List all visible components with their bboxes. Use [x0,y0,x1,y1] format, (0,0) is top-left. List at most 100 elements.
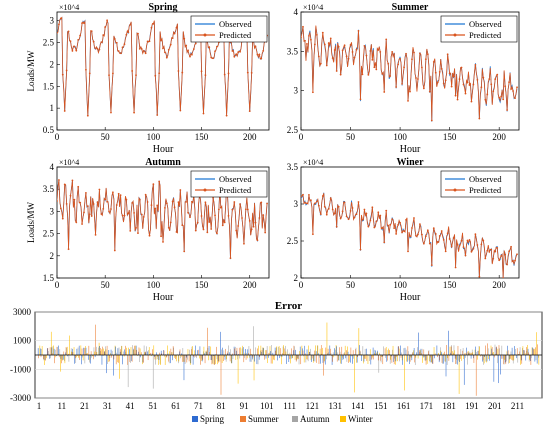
predicted-point [512,260,514,262]
bar-winter [336,345,337,355]
predicted-point [122,46,124,48]
bar-spring [122,355,123,364]
bar-winter [434,347,435,355]
predicted-point [127,31,129,33]
predicted-point [129,24,131,26]
predicted-point [348,58,350,60]
x-axis-label: Hour [153,144,174,155]
bar-summer [43,355,44,359]
predicted-point [79,202,81,204]
predicted-point [206,231,208,233]
predicted-point [473,248,475,250]
predicted-point [262,214,264,216]
bar-spring [159,355,160,360]
predicted-point [77,39,79,41]
bar-spring [498,355,499,383]
bar-winter [220,355,221,362]
bar-summer [216,347,217,355]
predicted-point [100,41,102,43]
bar-spring [487,355,488,361]
chart-title: Spring [149,2,178,13]
x-tick-label: 150 [443,132,457,142]
predicted-point [366,213,368,215]
bar-autumn [296,355,297,360]
bar-spring [330,345,331,355]
bar-winter [343,355,344,358]
bar-autumn [110,355,111,358]
bar-spring [243,347,244,355]
bar-autumn [488,348,489,355]
bar-winter [65,355,66,363]
predicted-point [300,37,302,39]
bar-summer [95,325,96,355]
bar-winter [44,355,45,365]
bar-winter [488,355,489,359]
bar-autumn [344,352,345,355]
bar-winter [69,336,70,355]
predicted-point [120,52,122,54]
bar-autumn [353,355,354,359]
bar-winter [238,355,239,384]
bar-autumn [192,347,193,355]
predicted-point [447,53,449,55]
bar-autumn [242,348,243,355]
bar-autumn [495,345,496,355]
bar-autumn [381,355,382,362]
x-tick-label: 31 [103,401,112,411]
predicted-point [133,112,135,114]
bar-spring [459,355,460,362]
predicted-point [178,70,180,72]
bar-spring [47,348,48,355]
bar-summer [467,352,468,355]
predicted-point [441,68,443,70]
predicted-point [362,73,364,75]
predicted-point [358,30,360,32]
predicted-point [369,220,371,222]
bar-summer [189,355,190,361]
x-tick-label: 50 [101,280,111,290]
predicted-point [64,184,66,186]
bar-autumn [50,355,51,358]
predicted-point [364,209,366,211]
bar-winter [167,345,168,355]
bar-summer [285,348,286,355]
bar-spring [496,347,497,355]
predicted-point [383,241,385,243]
predicted-point [415,77,417,79]
predicted-point [413,52,415,54]
bar-winter [418,355,419,359]
predicted-point [249,110,251,112]
bar-autumn [426,355,427,360]
bar-spring [295,350,296,355]
legend-summer-label: Summer [248,414,279,424]
predicted-point [375,69,377,71]
bar-spring [302,348,303,355]
bar-summer [264,355,265,360]
bar-summer [79,355,80,360]
predicted-point [330,197,332,199]
x-axis-label: Hour [400,144,421,155]
predicted-point [320,213,322,215]
bar-summer [351,348,352,355]
bar-summer [191,349,192,355]
bar-winter [523,346,524,355]
bar-autumn [94,347,95,355]
bar-winter [427,355,428,364]
bar-winter [370,349,371,355]
bar-summer [275,351,276,355]
predicted-point [348,218,350,220]
predicted-point [431,264,433,266]
predicted-point [354,57,356,59]
bar-winter [377,352,378,355]
bar-summer [316,355,317,363]
bar-autumn [132,345,133,355]
predicted-point [371,59,373,61]
predicted-point [149,235,151,237]
bar-summer [221,355,222,395]
x-tick-label: 100 [147,132,161,142]
bar-autumn [390,355,391,364]
bar-autumn [271,345,272,355]
predicted-point [480,243,482,245]
bar-winter [97,352,98,355]
